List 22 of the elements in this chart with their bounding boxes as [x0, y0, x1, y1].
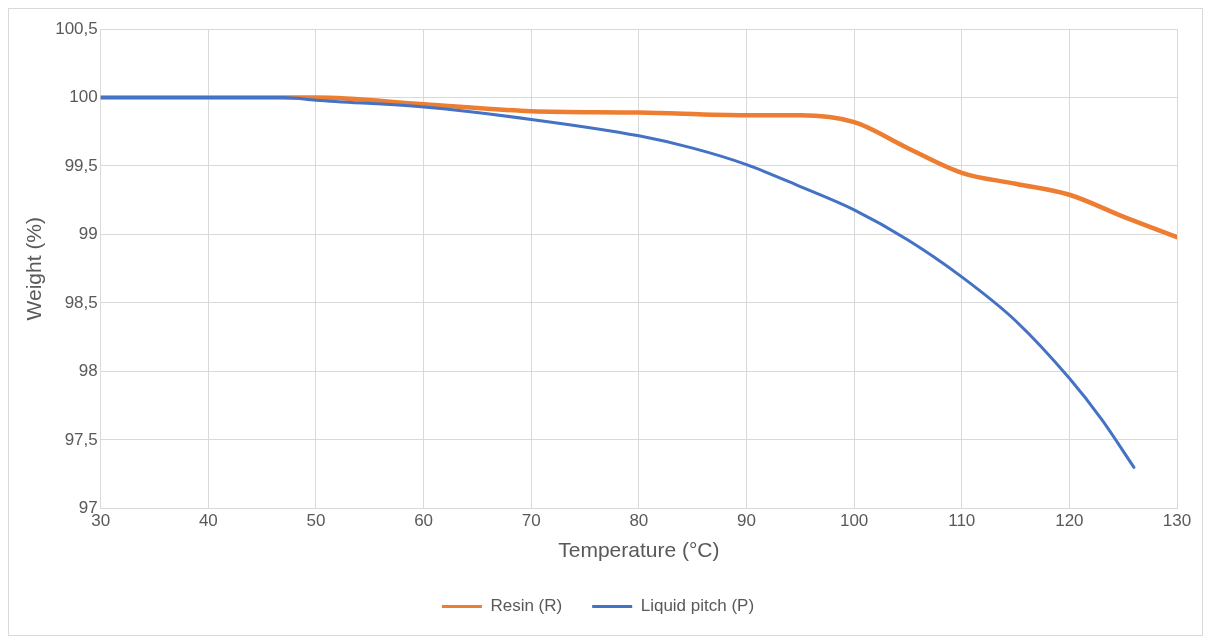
x-tick-label: 120 [1055, 511, 1084, 531]
x-tick-label: 50 [306, 511, 326, 531]
y-axis-title: Weight (%) [22, 216, 46, 321]
legend-label: Resin (R) [490, 596, 563, 616]
x-tick-label: 60 [414, 511, 434, 531]
y-tick-label: 100 [69, 87, 98, 107]
x-tick-label: 70 [521, 511, 541, 531]
y-tick-label: 98 [78, 361, 98, 381]
x-tick-label: 110 [948, 511, 976, 531]
x-tick-label: 130 [1162, 511, 1192, 531]
y-tick-label: 97,5 [64, 429, 98, 449]
x-tick-label: 90 [737, 511, 756, 531]
legend-label: Liquid pitch (P) [640, 596, 755, 616]
y-tick-label: 99,5 [64, 155, 98, 175]
x-tick-label: 80 [629, 511, 649, 531]
x-tick-label: 100 [839, 511, 869, 531]
x-tick-label: 40 [198, 511, 218, 531]
y-tick-label: 98,5 [64, 292, 98, 312]
line-series [100, 95, 1136, 469]
x-axis-title: Temperature (°C) [558, 538, 720, 562]
y-tick-label: 99 [78, 224, 98, 244]
y-tick-label: 100,5 [55, 18, 98, 38]
